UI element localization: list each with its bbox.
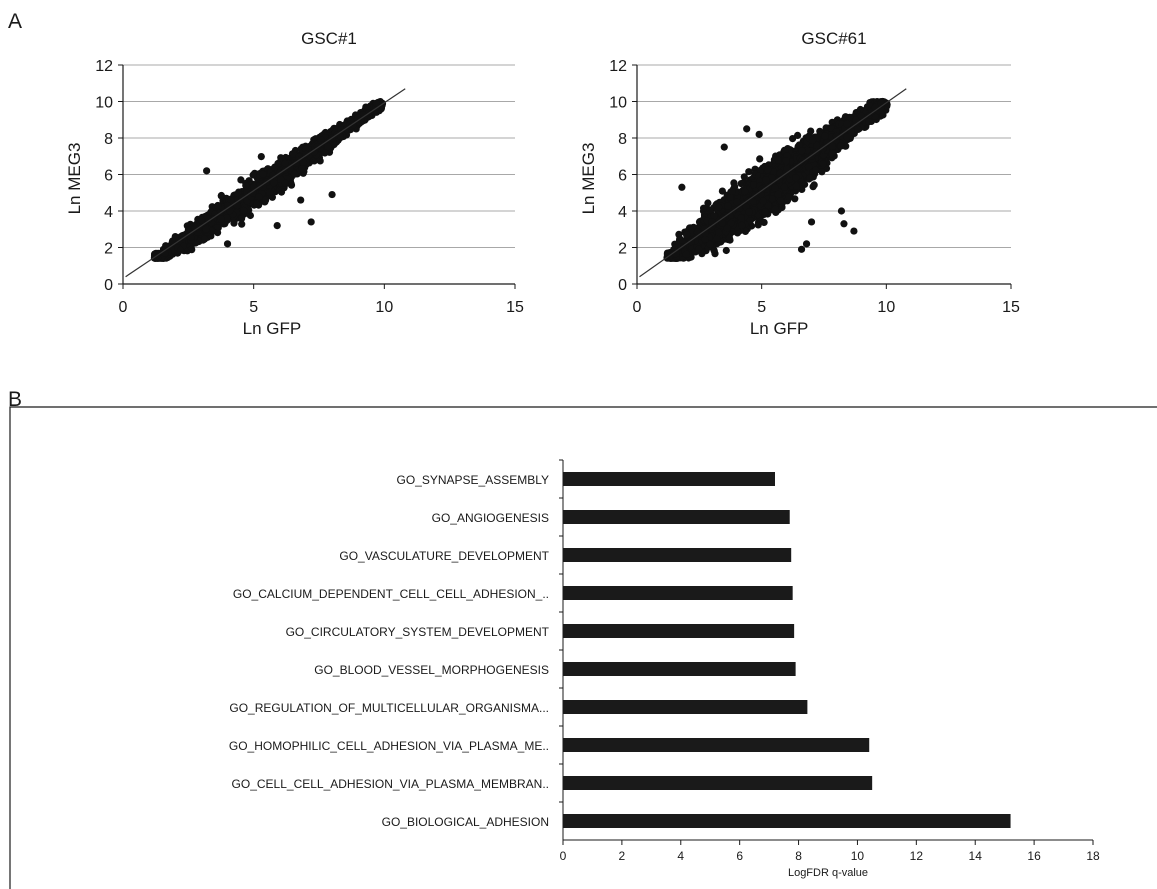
scatter-1-y-tick-label: 4 bbox=[104, 204, 113, 221]
scatter-1-x-tick-label: 0 bbox=[119, 299, 128, 316]
scatter-2-point bbox=[809, 183, 817, 191]
panel-label-a: A bbox=[8, 10, 23, 33]
scatter-1-point bbox=[208, 227, 216, 235]
scatter-1-data-point bbox=[328, 190, 336, 199]
scatter-1-data-point bbox=[273, 222, 281, 230]
scatter-1-point bbox=[281, 179, 289, 187]
scatter-1-point bbox=[238, 220, 246, 228]
scatter-1-point bbox=[205, 215, 213, 223]
scatter-1-x-axis-title: Ln GFP bbox=[243, 319, 302, 338]
scatter-1-y-tick-label: 10 bbox=[95, 95, 113, 112]
scatter-1-y-tick-label: 6 bbox=[104, 168, 113, 185]
scatter-1-title: GSC#1 bbox=[301, 29, 357, 48]
scatter-1-data-point bbox=[223, 240, 232, 248]
scatter-1-point bbox=[253, 200, 261, 208]
scatter-1-y-axis-title: Ln MEG3 bbox=[65, 143, 84, 215]
scatter-1-point bbox=[214, 229, 222, 237]
scatter-1-point bbox=[201, 235, 209, 243]
scatter-1-point bbox=[349, 121, 357, 129]
scatter-1-data-point bbox=[203, 167, 211, 175]
scatter-1-trendline bbox=[125, 88, 406, 278]
scatter-1-plot bbox=[118, 64, 516, 289]
scatter-1-point bbox=[230, 219, 238, 227]
scatter-1-point bbox=[257, 153, 265, 161]
scatter-1-point bbox=[298, 165, 306, 173]
scatter-1-x-tick-label: 15 bbox=[506, 299, 524, 316]
scatter-1-point bbox=[259, 170, 267, 178]
scatter-1-point bbox=[242, 182, 250, 190]
scatter-2-point bbox=[756, 155, 764, 163]
scatter-2-point bbox=[718, 187, 727, 195]
scatter-1-point bbox=[310, 148, 318, 156]
scatter-1-point bbox=[162, 242, 170, 250]
scatter-1-point-cloud bbox=[150, 98, 387, 262]
scatter-1-x-tick-label: 10 bbox=[375, 299, 393, 316]
scatter-1-y-tick-label: 0 bbox=[104, 277, 113, 294]
scatter-1-point bbox=[270, 179, 278, 187]
scatter-1-point bbox=[321, 149, 329, 157]
scatter-2-point bbox=[740, 173, 748, 181]
scatter-1-y-tick-label: 2 bbox=[104, 241, 113, 258]
scatter-1-data-point bbox=[197, 216, 205, 224]
scatter-1-point bbox=[269, 171, 277, 180]
scatter-1-point bbox=[187, 233, 195, 241]
scatter-1-point bbox=[237, 176, 245, 184]
scatter-2-point bbox=[704, 199, 712, 207]
scatter-1-point bbox=[262, 196, 270, 204]
scatter-1-data-point bbox=[307, 218, 315, 226]
scatter-1-point bbox=[266, 188, 274, 196]
scatter-1-point bbox=[336, 132, 344, 140]
scatter-1-point bbox=[289, 150, 298, 158]
scatter-1-point bbox=[281, 159, 289, 167]
scatter-1-point bbox=[249, 189, 257, 197]
scatter-1-point bbox=[176, 246, 185, 254]
scatter-1-data-point bbox=[250, 183, 258, 191]
scatter-2-point bbox=[745, 168, 753, 176]
scatter-1-data-point bbox=[372, 99, 381, 107]
scatter-1-point bbox=[202, 225, 210, 233]
scatter-2-plot bbox=[632, 64, 1012, 289]
scatter-1-point bbox=[217, 192, 225, 200]
scatter-1-point bbox=[255, 193, 263, 201]
scatter-1-y-tick-label: 8 bbox=[104, 131, 113, 148]
scatter-1-point bbox=[290, 170, 299, 178]
scatter-1-data-point bbox=[297, 196, 305, 204]
scatter-1-point bbox=[240, 206, 248, 215]
scatter-1-point bbox=[324, 143, 332, 151]
scatter-1-y-tick-label: 12 bbox=[95, 58, 113, 75]
scatter-2-point bbox=[700, 204, 708, 212]
scatter-1-x-tick-label: 5 bbox=[249, 299, 258, 316]
panel-label-b: B bbox=[8, 388, 23, 411]
scatter-1-point bbox=[286, 164, 294, 172]
scatter-1-point bbox=[233, 201, 241, 210]
scatter-1-point bbox=[223, 214, 231, 222]
scatter-1-point bbox=[238, 215, 246, 223]
scatter-1-point bbox=[217, 215, 225, 223]
scatter-1-data-point bbox=[171, 232, 179, 241]
scatter-1-point bbox=[214, 201, 222, 210]
scatter-2-point bbox=[675, 230, 683, 238]
scatter-1-point bbox=[191, 224, 199, 232]
scatter-2-point bbox=[722, 246, 730, 255]
